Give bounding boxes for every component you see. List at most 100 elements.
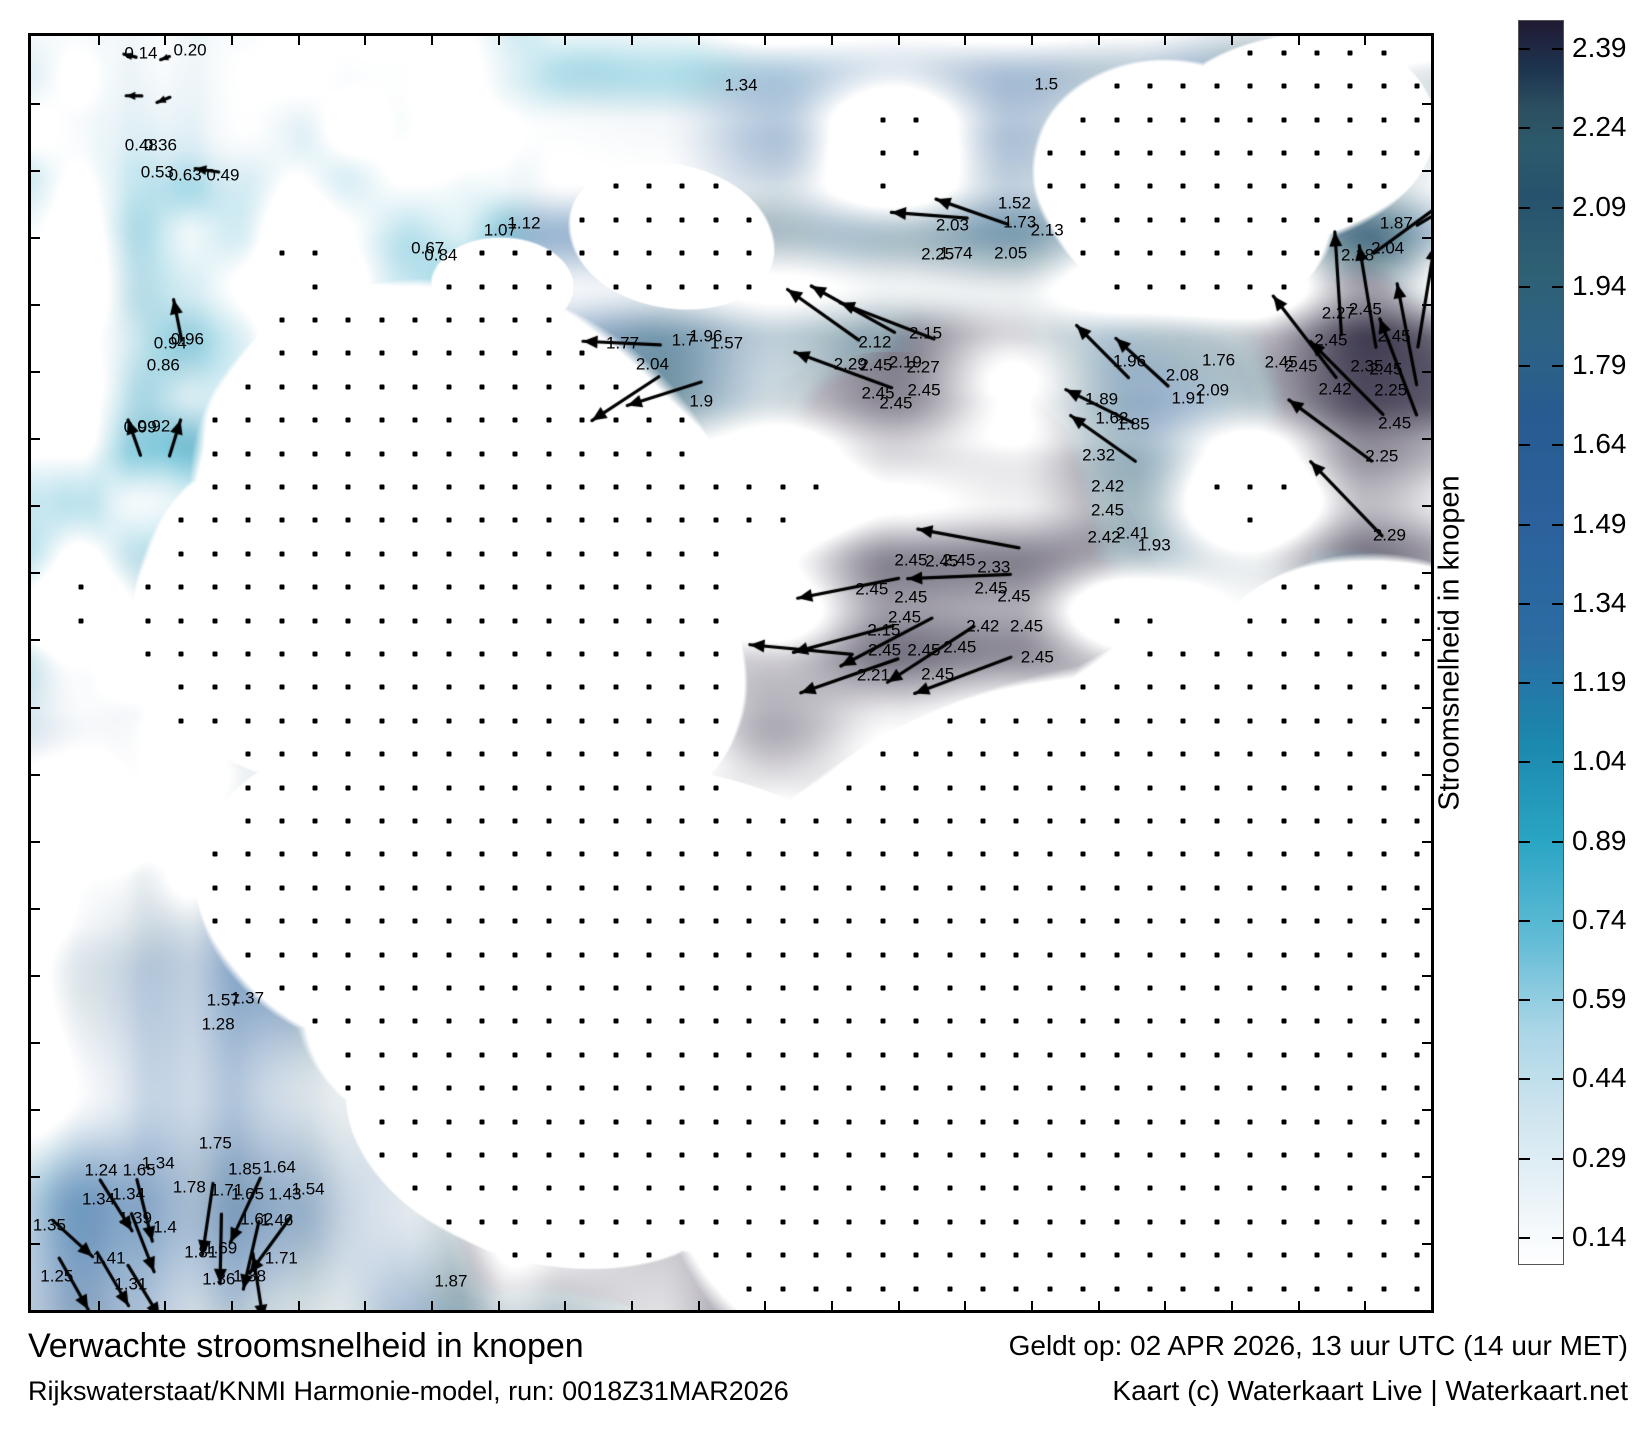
- axis-tick: [31, 907, 40, 910]
- map-credit-text: Kaart (c) Waterkaart Live | Waterkaart.n…: [1112, 1375, 1628, 1406]
- axis-tick: [31, 304, 40, 307]
- axis-tick: [1031, 1301, 1033, 1310]
- axis-tick: [31, 371, 40, 374]
- axis-tick: [831, 36, 833, 45]
- colorbar-tick-label: 1.79: [1572, 349, 1627, 381]
- axis-tick: [964, 36, 967, 45]
- axis-tick: [31, 639, 40, 642]
- footer: Verwachte stroomsnelheid in knopen Rijks…: [0, 1316, 1650, 1450]
- axis-tick: [1422, 304, 1431, 307]
- colorbar-tick-mark: [1519, 840, 1530, 843]
- axis-tick: [31, 840, 40, 843]
- colorbar-tick-mark: [1519, 602, 1530, 605]
- axis-tick: [31, 237, 40, 240]
- axis-tick: [31, 1175, 40, 1178]
- axis-tick: [164, 1301, 167, 1310]
- axis-tick: [164, 36, 167, 45]
- colorbar-tick-mark: [1552, 1237, 1563, 1239]
- axis-tick: [1297, 36, 1300, 45]
- colorbar-tick-mark: [1552, 523, 1563, 526]
- colorbar-gradient: [1518, 20, 1564, 1265]
- axis-tick: [1422, 974, 1431, 977]
- axis-tick: [431, 1301, 433, 1310]
- colorbar-tick-mark: [1552, 919, 1563, 922]
- axis-tick: [1422, 371, 1431, 374]
- colorbar-tick-mark: [1552, 48, 1563, 50]
- colorbar-tick-label: 2.39: [1572, 32, 1627, 63]
- axis-tick: [697, 36, 700, 45]
- axis-tick: [1422, 170, 1431, 173]
- axis-tick: [497, 36, 500, 45]
- axis-tick: [31, 505, 40, 508]
- colorbar-tick-mark: [1519, 1157, 1530, 1160]
- colorbar-tick-label: 0.59: [1572, 983, 1627, 1015]
- axis-tick: [697, 1301, 700, 1310]
- colorbar-tick-label: 1.49: [1572, 507, 1627, 539]
- colorbar-tick-label: 1.19: [1572, 666, 1627, 698]
- colorbar-tick-label: 2.24: [1572, 111, 1627, 143]
- current-speed-map[interactable]: 0.14 0.20 1.34 1.5 0.48 0.36 0.53 0.63 0.49 1.52 1…: [28, 33, 1434, 1313]
- axis-tick: [1422, 1175, 1431, 1178]
- axis-tick: [1422, 907, 1431, 910]
- axis-tick: [297, 36, 300, 45]
- valid-time-text: Geldt op: 02 APR 2026, 13 uur UTC (14 uu…: [1008, 1330, 1628, 1361]
- axis-tick: [964, 1301, 967, 1310]
- axis-tick: [231, 1301, 233, 1310]
- model-run-info: Rijkswaterstaat/KNMI Harmonie-model, run…: [28, 1376, 789, 1406]
- axis-tick: [231, 36, 233, 45]
- axis-tick: [31, 1242, 40, 1245]
- colorbar-title: Stroomsnelheid in knopen: [1433, 474, 1466, 811]
- axis-tick: [1422, 773, 1431, 776]
- axis-tick: [1231, 1301, 1233, 1310]
- axis-tick: [1164, 36, 1167, 45]
- colorbar-tick-mark: [1519, 1237, 1530, 1239]
- colorbar-tick-mark: [1552, 365, 1563, 368]
- colorbar-tick-label: 1.34: [1572, 586, 1627, 618]
- colorbar-tick-mark: [1552, 761, 1563, 764]
- axis-tick: [97, 1301, 100, 1310]
- axis-tick: [1422, 1242, 1431, 1245]
- axis-tick: [564, 1301, 567, 1310]
- axis-tick: [31, 1108, 40, 1111]
- axis-tick: [31, 706, 40, 709]
- footer-right: Geldt op: 02 APR 2026, 13 uur UTC (14 uu…: [928, 1322, 1628, 1412]
- colorbar-tick-mark: [1552, 682, 1563, 685]
- colorbar-tick-mark: [1552, 999, 1563, 1002]
- axis-tick: [1031, 36, 1033, 45]
- axis-tick: [1422, 840, 1431, 843]
- axis-tick: [1422, 639, 1431, 642]
- axis-tick: [364, 1301, 367, 1310]
- colorbar-tick-label: 0.29: [1572, 1141, 1627, 1173]
- colorbar-tick-mark: [1552, 127, 1563, 130]
- axis-tick: [764, 36, 767, 45]
- axis-tick: [831, 1301, 833, 1310]
- colorbar-tick-mark: [1552, 1078, 1563, 1081]
- axis-tick: [1097, 36, 1100, 45]
- axis-tick: [897, 1301, 900, 1310]
- axis-tick: [897, 36, 900, 45]
- colorbar-tick-mark: [1552, 285, 1563, 288]
- axis-tick: [297, 1301, 300, 1310]
- axis-tick: [364, 36, 367, 45]
- axis-tick: [31, 438, 40, 441]
- colorbar-tick-mark: [1519, 285, 1530, 288]
- axis-tick: [31, 572, 40, 575]
- axis-tick: [31, 103, 40, 106]
- colorbar-tick-label: 0.44: [1572, 1062, 1627, 1094]
- axis-tick: [631, 1301, 633, 1310]
- colorbar-tick-label: 1.94: [1572, 269, 1627, 301]
- colorbar-tick-mark: [1552, 206, 1563, 209]
- axis-tick: [1422, 438, 1431, 441]
- colorbar-tick-mark: [1519, 48, 1530, 50]
- colorbar-tick-label: 0.89: [1572, 824, 1627, 856]
- axis-tick: [97, 36, 100, 45]
- axis-tick: [1364, 36, 1367, 45]
- colorbar-tick-mark: [1519, 127, 1530, 130]
- colorbar-tick-mark: [1552, 840, 1563, 843]
- axis-tick: [1422, 103, 1431, 106]
- colorbar-group: 2.39 2.24 2.09 1.94 1.79 1.64 1.49 1.34 1.19 1.04…: [1434, 20, 1650, 1265]
- axis-tick: [1231, 36, 1233, 45]
- colorbar-tick-label: 0.14: [1572, 1221, 1627, 1252]
- colorbar-tick-mark: [1552, 602, 1563, 605]
- axis-tick: [431, 36, 433, 45]
